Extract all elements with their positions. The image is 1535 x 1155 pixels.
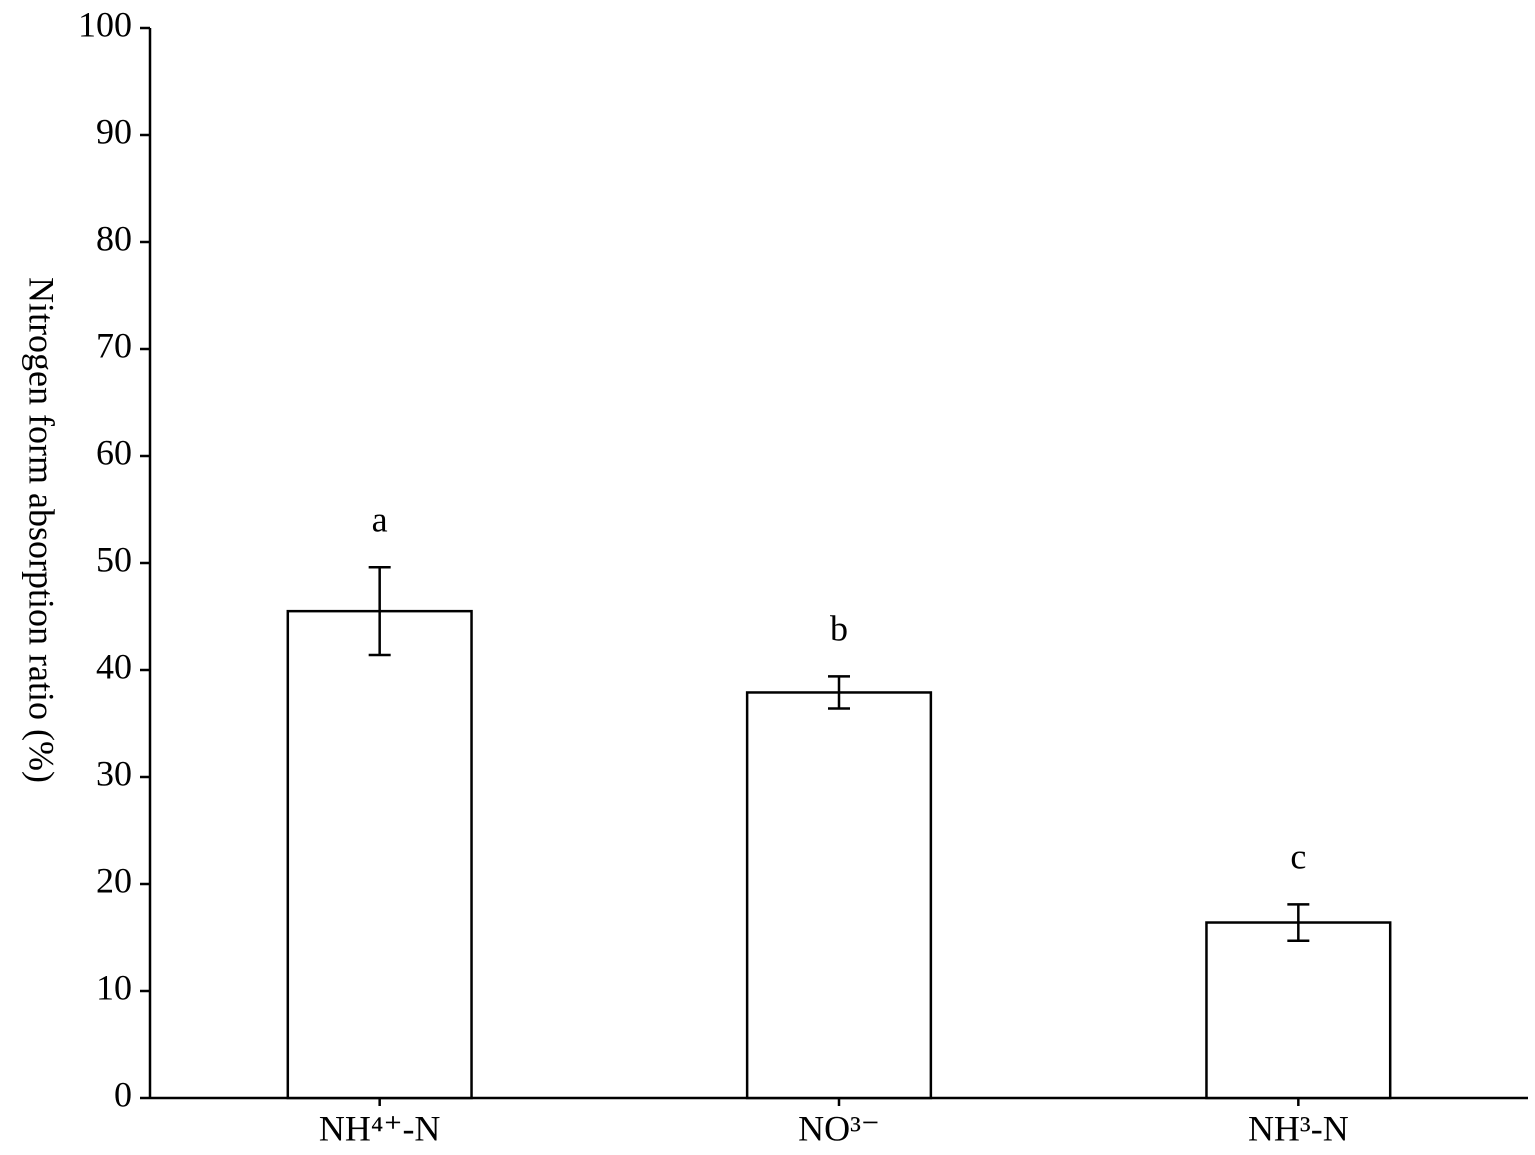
- y-tick-label: 10: [96, 967, 132, 1007]
- bar: [745, 691, 933, 1100]
- y-tick-label: 0: [114, 1074, 132, 1114]
- error-bar: [828, 675, 850, 710]
- y-tick-label: 80: [96, 218, 132, 258]
- annotation: c: [1290, 837, 1306, 877]
- bar: [1205, 921, 1392, 1100]
- x-tick-label: NO³⁻: [798, 1108, 880, 1148]
- y-tick-label: 70: [96, 325, 132, 365]
- x-tick-label: NH³-N: [1248, 1108, 1349, 1148]
- error-bar: [1287, 903, 1310, 942]
- bar: [286, 609, 473, 1100]
- annotation: a: [372, 500, 388, 540]
- y-tick-label: 50: [96, 539, 132, 579]
- y-tick-label: 30: [96, 753, 132, 793]
- y-axis-label: Nitrogen form absorption ratio (%): [22, 277, 62, 783]
- y-tick-label: 100: [78, 4, 132, 44]
- y-tick-label: 20: [96, 860, 132, 900]
- y-tick-label: 40: [96, 646, 132, 686]
- error-bar: [368, 566, 391, 657]
- annotation: b: [830, 609, 848, 649]
- y-tick-label: 90: [96, 111, 132, 151]
- x-tick-label: NH⁴⁺-N: [319, 1108, 441, 1148]
- y-tick-label: 60: [96, 432, 132, 472]
